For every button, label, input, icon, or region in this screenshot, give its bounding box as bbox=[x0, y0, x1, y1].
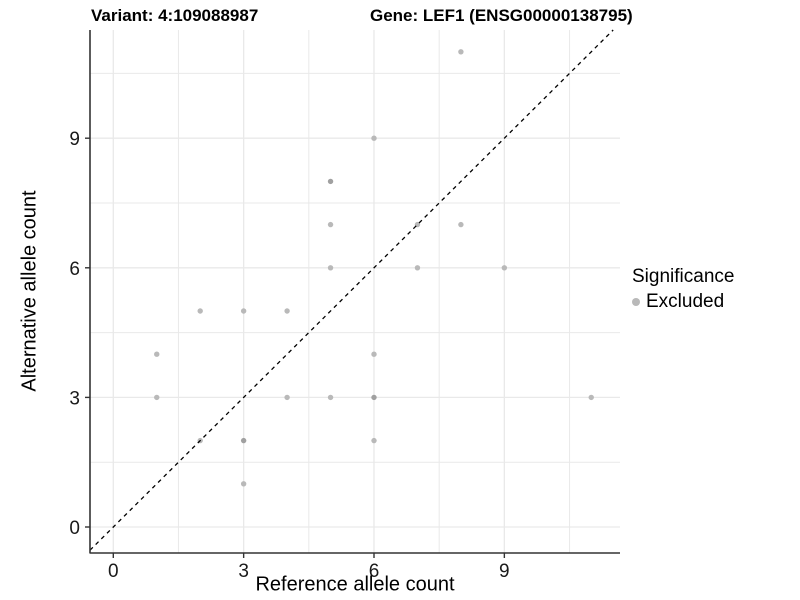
data-point bbox=[414, 265, 421, 271]
data-point bbox=[371, 135, 377, 141]
data-point bbox=[371, 437, 377, 444]
identity-line bbox=[89, 29, 614, 551]
excluded-point-icon bbox=[632, 298, 640, 306]
data-point bbox=[154, 394, 160, 401]
data-point bbox=[458, 49, 464, 55]
data-point bbox=[240, 308, 247, 314]
data-point bbox=[371, 351, 377, 357]
data-point bbox=[327, 394, 334, 401]
data-point bbox=[371, 394, 377, 401]
y-axis-title: Alternative allele count bbox=[18, 190, 41, 392]
legend-title: Significance bbox=[632, 266, 735, 287]
variant-title: Variant: 4:109088987 bbox=[91, 6, 259, 25]
x-tick-label: 6 bbox=[369, 561, 380, 582]
data-point bbox=[197, 308, 203, 314]
data-point bbox=[154, 351, 160, 357]
data-point bbox=[284, 308, 290, 314]
data-point bbox=[501, 265, 508, 271]
legend-item-excluded: Excluded bbox=[632, 291, 734, 313]
y-tick-label: 9 bbox=[69, 129, 80, 150]
data-point bbox=[327, 221, 334, 228]
y-tick-label: 3 bbox=[69, 388, 80, 409]
legend-item-label: Excluded bbox=[646, 291, 725, 312]
x-tick-label: 9 bbox=[499, 561, 510, 582]
data-point bbox=[240, 437, 247, 444]
legend: Significance Excluded bbox=[632, 266, 734, 313]
y-tick-label: 0 bbox=[69, 518, 80, 539]
x-tick-label: 3 bbox=[238, 561, 249, 582]
data-point bbox=[588, 394, 594, 401]
y-tick-label: 6 bbox=[69, 259, 80, 280]
data-point bbox=[240, 481, 247, 487]
data-point bbox=[327, 265, 334, 271]
data-point bbox=[284, 394, 290, 401]
gene-title: Gene: LEF1 (ENSG00000138795) bbox=[370, 6, 633, 25]
x-tick-label: 0 bbox=[108, 561, 119, 582]
data-point bbox=[327, 178, 334, 185]
x-axis-title: Reference allele count bbox=[255, 573, 455, 596]
data-point bbox=[458, 221, 464, 228]
